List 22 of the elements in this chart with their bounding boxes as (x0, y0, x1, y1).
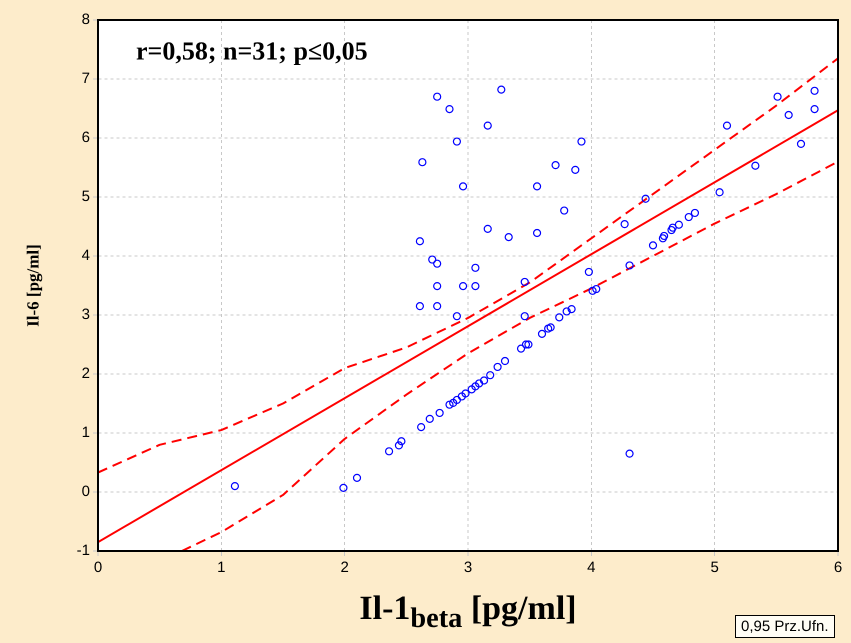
text: 0,95 Prz.Ufn. (735, 615, 835, 638)
x-axis-title: Il-1$_{beta}$ [pg/ml] (359, 590, 577, 634)
y-tick-label: -1 (76, 542, 90, 560)
x-tick-label: 1 (217, 559, 226, 576)
y-tick-label: 5 (82, 188, 90, 206)
y-tick-label: 8 (82, 11, 90, 28)
x-tick-label: 4 (587, 559, 596, 576)
y-tick-label: 1 (82, 424, 90, 442)
x-tick-label: 0 (94, 559, 102, 576)
x-tick-label: 3 (464, 559, 472, 576)
y-tick-label: 6 (82, 129, 90, 146)
x-tick-label: 2 (340, 559, 349, 576)
y-tick-label: 7 (82, 70, 90, 88)
y-tick-label: 3 (82, 306, 90, 324)
y-axis-title: Il-6 [pg/ml] (24, 244, 43, 327)
y-tick-label: 4 (82, 247, 90, 264)
x-tick-label: 5 (710, 559, 719, 576)
y-tick-label: 2 (82, 365, 90, 382)
annotation: r=0,58; n=31; p≤0,05 (136, 36, 368, 66)
x-tick-label: 6 (834, 559, 842, 576)
line-series (180, 160, 838, 551)
y-tick-label: 0 (82, 483, 90, 500)
